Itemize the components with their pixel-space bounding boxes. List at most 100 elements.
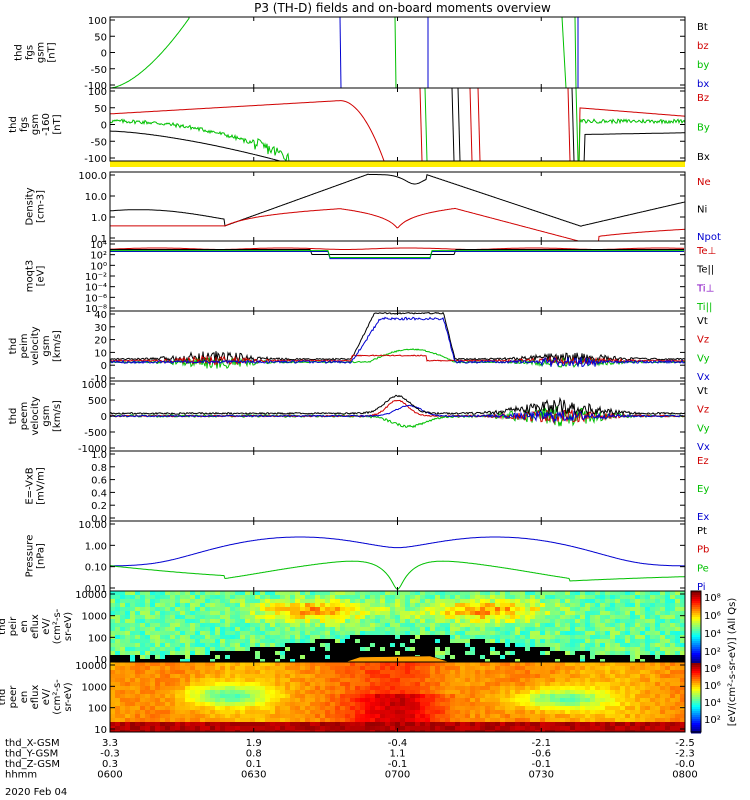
legend-bz: bz [697,41,709,52]
series-burst [419,88,423,161]
quality-bar [110,161,685,167]
colorbar-tick-label: 10⁶ [704,681,721,692]
series-by-line [110,118,685,161]
y-tick-label: 1.0 [91,450,107,461]
panel-frame-7 [109,520,686,592]
y-tick-label: 0 [101,121,107,132]
y-label-line: sr-eV) [63,682,74,711]
legend-Vz: Vz [697,405,709,416]
y-label-line: fgs [25,45,36,60]
y-tick-label: 10⁰ [90,261,107,272]
y-axis-label-3: moqt3 [eV] [25,260,47,293]
y-label-line: [nT] [52,114,63,134]
x-row-value: -2.5 [675,738,695,749]
legend-Vy: Vy [697,423,710,434]
legend-Vy: Vy [697,353,710,364]
colorbar-tick-label: 10⁸ [704,593,721,604]
x-row-value: -0.3 [100,749,120,760]
y-tick-label: 50 [94,104,107,115]
y-label-line: [km/s] [52,400,63,432]
x-row-label: thd_X-GSM [5,738,60,749]
series-vx-line [110,404,685,424]
series-bx-spike [339,17,342,88]
series-ne-line [110,207,685,241]
colorbar-tick-label: 10⁸ [704,664,721,675]
series-by-spike [561,17,567,88]
y-tick-label: 1.0 [91,213,107,224]
y-tick-label: 100 [88,633,107,644]
series-burst [571,88,575,161]
y-label-line: thd [8,338,19,355]
peir-spectrogram [110,591,685,662]
y-axis-label-1: thd fgs gsm -160 [nT] [8,113,63,136]
y-label-line: gsm [41,405,52,426]
legend-Pi: Pi [697,582,706,593]
y-tick-label: -50 [91,65,107,76]
y-axis-label-9: thd peer en eflux eV/(cm²-s-sr-eV) [0,679,74,715]
y-tick-label: 10.0 [85,192,107,203]
legend-By: By [697,123,710,134]
legend-Vt: Vt [697,386,708,397]
y-label-line: [mV/m] [36,467,47,505]
y-label-line: moqt3 [25,260,36,293]
y-label-line: thd [14,44,25,61]
y-tick-label: 10000 [75,590,107,601]
y-label-line: gsm [41,335,52,356]
legend-Vz: Vz [697,335,709,346]
y-label-line: gsm [30,114,41,135]
series-vz-line [110,399,685,425]
panel-frame-0 [109,16,686,89]
series-vx-line [110,316,685,368]
x-row-label: thd_Z-GSM [5,759,60,770]
legend-Pt: Pt [697,526,707,537]
series-tiperp-line [110,251,684,260]
y-label-line: eflux [30,614,41,639]
y-axis-label-5: thd peem velocity gsm [km/s] [8,396,63,435]
colorbar-tick-label: 10⁴ [704,698,721,709]
chart-title: P3 (TH-D) fields and on-board moments ov… [254,1,551,15]
x-row-value: 1.9 [246,738,262,749]
y-tick-label: -50 [91,137,107,148]
y-tick-label: -100 [84,81,107,92]
y-tick-label: 40 [94,310,107,321]
y-tick-label: 10⁻⁸ [85,304,107,315]
y-label-line: -160 [41,113,52,136]
y-label-line: (cm²-s- [52,608,63,644]
colorbar-tick-label: 10⁴ [704,629,721,640]
y-tick-label: 10⁻⁶ [85,293,107,304]
y-tick-label: 30 [94,323,107,334]
colorbar-label: [eV/(cm²-s-sr-eV)] (All Qs) [727,598,738,727]
series-ni-line [110,173,685,227]
y-label-line: sr-eV) [63,612,74,641]
panel-frame-2 [109,171,686,242]
y-tick-label: 0.0 [91,514,107,525]
x-row-value: 0800 [672,770,697,781]
series-bz-line [110,100,685,161]
y-label-line: fgs [19,117,30,132]
series-vy-line [110,348,685,369]
series-by-spike [394,17,397,88]
y-label-line: en [19,620,30,633]
panel-frame-4 [109,310,686,382]
y-label-line: [eV] [36,266,47,287]
y-tick-label: 0.2 [91,501,107,512]
legend-Ez: Ez [697,456,709,467]
y-label-line: velocity [30,326,41,365]
legend-Pe: Pe [697,563,709,574]
legend-Pb: Pb [697,545,709,556]
series-tepar-line [110,249,684,255]
series-burst [567,88,571,161]
y-tick-label: 0.10 [85,563,107,574]
y-tick-label: 0.4 [91,488,107,499]
y-axis-label-8: thd peir en eflux eV/(cm²-s-sr-eV) [0,608,74,644]
y-label-line: [km/s] [52,330,63,362]
panel-frame-1 [109,87,686,162]
y-label-line: thd [0,689,8,706]
legend-Ey: Ey [697,484,709,495]
series-vt-line [110,394,685,416]
legend-Bz: Bz [697,93,709,104]
y-tick-label: 0 [101,412,107,423]
x-row-value: 0730 [529,770,554,781]
y-tick-label: 1000 [82,682,107,693]
x-row-value: 0.3 [102,759,118,770]
